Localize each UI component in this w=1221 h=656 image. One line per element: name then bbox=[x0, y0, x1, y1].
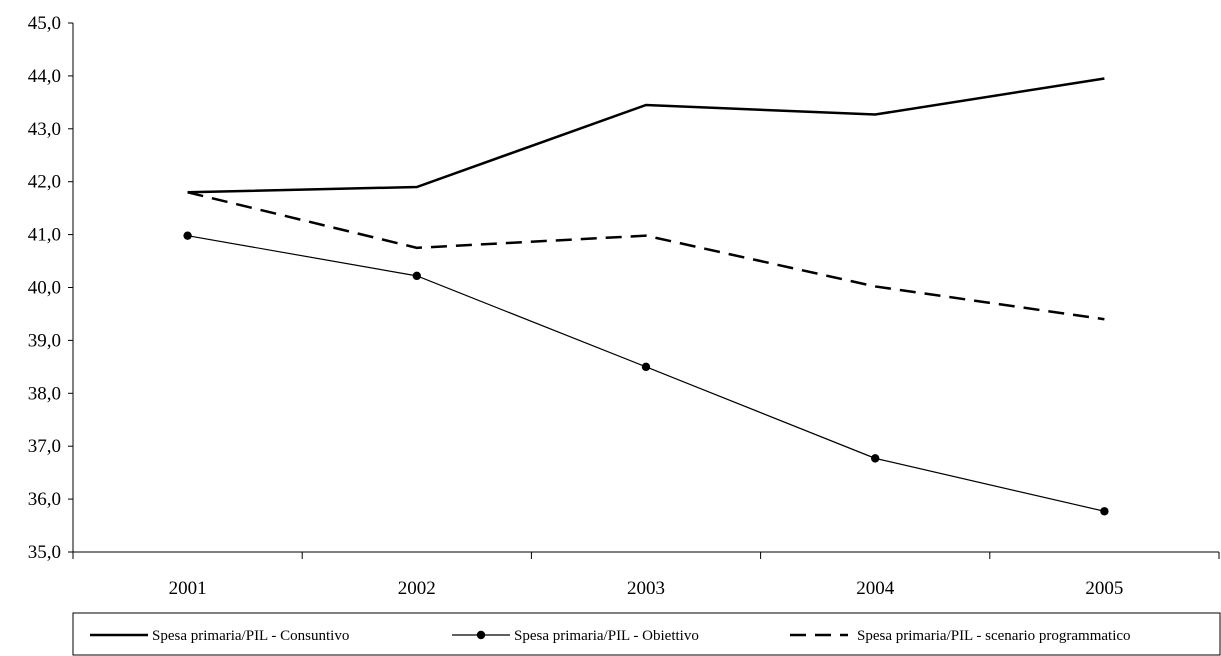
x-tick-label: 2001 bbox=[169, 578, 207, 599]
series-line-2 bbox=[187, 235, 1105, 512]
x-axis-tick-labels: 2001 2002 2003 2004 2005 bbox=[169, 578, 1124, 599]
x-tick-label: 2003 bbox=[627, 578, 665, 599]
y-tick-label: 38,0 bbox=[28, 383, 61, 404]
legend-marker-2 bbox=[476, 630, 486, 640]
series-line-3 bbox=[187, 191, 1105, 321]
series-2-point bbox=[871, 454, 880, 463]
legend-label-3: Spesa primaria/PIL - scenario programmat… bbox=[857, 628, 1131, 644]
legend: Spesa primaria/PIL - Consuntivo Spesa pri… bbox=[72, 612, 1221, 656]
series-line-1 bbox=[187, 77, 1105, 194]
y-tick-label: 43,0 bbox=[28, 119, 61, 140]
y-axis-tick-labels: 35,0 36,0 37,0 38,0 39,0 40,0 41,0 42,0 43,0 44,0… bbox=[28, 13, 61, 563]
y-tick-label: 39,0 bbox=[28, 330, 61, 351]
legend-box bbox=[72, 612, 1221, 656]
y-tick-label: 44,0 bbox=[28, 66, 61, 87]
series-2-point bbox=[183, 231, 192, 240]
axes bbox=[68, 22, 1220, 559]
legend-label-1: Spesa primaria/PIL - Consuntivo bbox=[152, 628, 349, 644]
legend-label-2: Spesa primaria/PIL - Obiettivo bbox=[514, 628, 699, 644]
x-tick-label: 2005 bbox=[1085, 578, 1123, 599]
series-lines bbox=[183, 77, 1109, 516]
y-tick-label: 41,0 bbox=[28, 225, 61, 246]
series-2-point bbox=[1100, 507, 1109, 516]
y-tick-label: 42,0 bbox=[28, 172, 61, 193]
y-tick-label: 36,0 bbox=[28, 489, 61, 510]
y-tick-label: 37,0 bbox=[28, 436, 61, 457]
y-tick-label: 45,0 bbox=[28, 13, 61, 34]
y-tick-label: 35,0 bbox=[28, 542, 61, 563]
series-2-point bbox=[641, 362, 651, 372]
x-tick-label: 2004 bbox=[856, 578, 895, 599]
x-tick-label: 2002 bbox=[398, 578, 436, 599]
y-tick-label: 40,0 bbox=[28, 278, 61, 299]
series-2-point bbox=[412, 271, 421, 281]
